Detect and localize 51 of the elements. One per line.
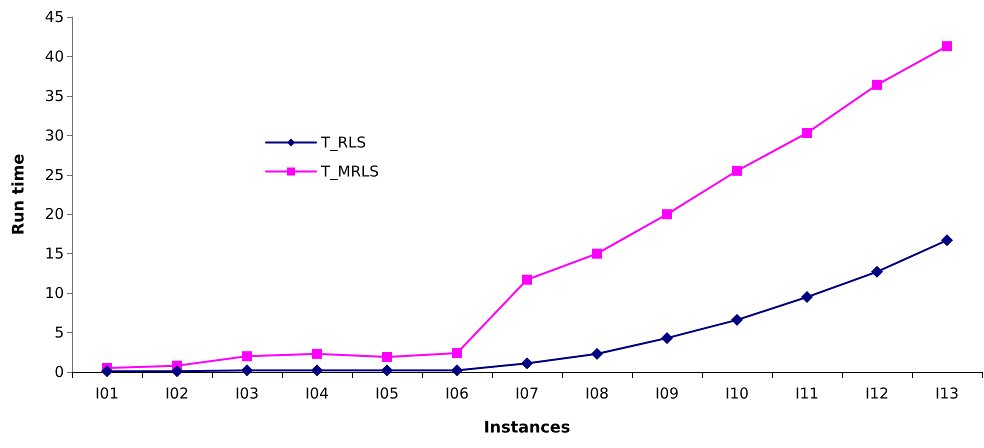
point	[242, 351, 252, 362]
x-tick-label: I11	[795, 384, 819, 402]
point	[662, 209, 672, 220]
point	[311, 364, 323, 376]
point	[101, 365, 113, 378]
x-tick-label: I12	[865, 384, 889, 402]
y-tick-label: 0	[54, 363, 64, 381]
point	[312, 348, 322, 359]
x-tick-label: I04	[305, 384, 329, 402]
point	[592, 248, 602, 259]
x-tick-label: I02	[165, 384, 189, 402]
y-tick-label: 25	[44, 166, 64, 184]
point	[871, 266, 883, 278]
x-tick-label: I09	[655, 384, 679, 402]
point	[241, 364, 253, 376]
x-axis-title: Instances	[484, 418, 570, 436]
x-tick-label: I05	[375, 384, 399, 402]
point	[802, 128, 812, 138]
x-tick-label: I13	[935, 384, 959, 402]
point	[591, 348, 603, 360]
point	[731, 314, 743, 326]
legend-label: T_RLS	[320, 134, 366, 152]
point	[732, 166, 742, 176]
point	[661, 332, 673, 344]
point	[942, 41, 952, 52]
x-tick-label: I10	[725, 384, 749, 402]
x-tick-label: I01	[95, 384, 119, 402]
y-tick-label: 40	[44, 47, 64, 66]
point	[382, 352, 392, 362]
y-tick-label: 15	[44, 244, 64, 263]
x-tick-label: I06	[445, 384, 469, 402]
point	[801, 291, 813, 304]
x-tick-label: I03	[235, 384, 259, 402]
x-tick-label: I08	[585, 384, 609, 402]
y-axis-title: Run time	[8, 154, 28, 236]
point	[521, 357, 533, 370]
point	[171, 365, 183, 378]
point	[522, 274, 532, 285]
y-tick-label: 5	[54, 324, 64, 342]
point	[381, 364, 393, 376]
point	[941, 234, 953, 246]
point	[452, 348, 462, 358]
legend-label: T_MRLS	[320, 162, 379, 180]
y-tick-label: 10	[44, 284, 64, 302]
point	[872, 80, 882, 90]
point	[451, 364, 463, 376]
y-tick-label: 30	[44, 126, 64, 144]
x-tick-label: I07	[515, 384, 539, 402]
y-tick-label: 35	[44, 86, 64, 105]
y-tick-label: 45	[44, 8, 64, 26]
y-tick-label: 20	[44, 205, 64, 224]
